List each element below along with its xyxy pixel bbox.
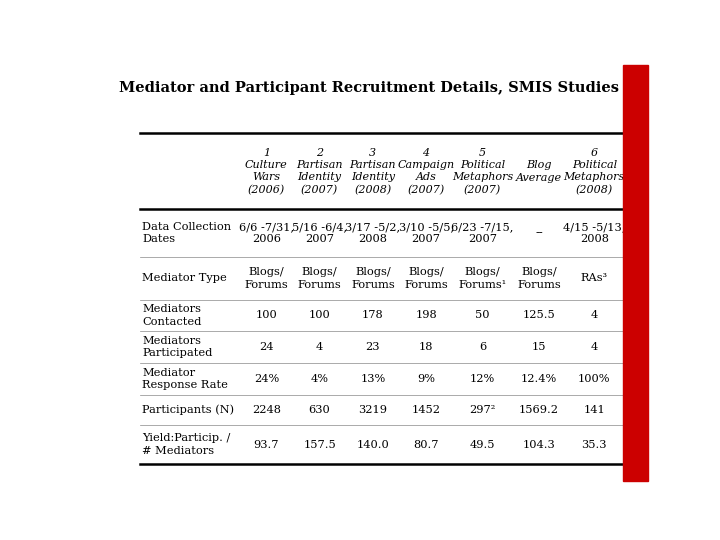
Text: 141: 141 (583, 405, 605, 415)
Text: 2248: 2248 (252, 405, 281, 415)
Text: 24%: 24% (253, 374, 279, 384)
Text: 4: 4 (590, 310, 598, 320)
Text: 100%: 100% (578, 374, 611, 384)
Text: 4: 4 (590, 342, 598, 352)
Text: Participants (N): Participants (N) (143, 405, 235, 415)
Text: 4: 4 (316, 342, 323, 352)
Text: Blogs/
Forums¹: Blogs/ Forums¹ (459, 267, 507, 289)
Text: 49.5: 49.5 (470, 440, 495, 449)
Text: 12.4%: 12.4% (521, 374, 557, 384)
Text: 157.5: 157.5 (303, 440, 336, 449)
Text: 2
Partisan
Identity
(2007): 2 Partisan Identity (2007) (297, 147, 343, 195)
Text: 1569.2: 1569.2 (519, 405, 559, 415)
Bar (623, 65, 648, 481)
Text: 13%: 13% (360, 374, 385, 384)
Text: 23: 23 (366, 342, 380, 352)
Text: Blogs/
Forums: Blogs/ Forums (517, 267, 561, 289)
Text: 1452: 1452 (412, 405, 441, 415)
Text: Mediators
Contacted: Mediators Contacted (143, 304, 202, 327)
Text: 3/10 -5/5,
2007: 3/10 -5/5, 2007 (399, 222, 454, 245)
Text: 50: 50 (475, 310, 490, 320)
Text: 100: 100 (256, 310, 277, 320)
Text: 9%: 9% (417, 374, 435, 384)
Text: Mediator
Response Rate: Mediator Response Rate (143, 368, 228, 390)
Text: 3219: 3219 (359, 405, 387, 415)
Text: Blog
Average: Blog Average (516, 160, 562, 183)
Text: Blogs/
Forums: Blogs/ Forums (298, 267, 341, 289)
Text: 178: 178 (362, 310, 384, 320)
Text: 18: 18 (419, 342, 433, 352)
Text: 12%: 12% (470, 374, 495, 384)
Text: 3
Partisan
Identity
(2008): 3 Partisan Identity (2008) (350, 147, 396, 195)
Text: 6/6 -7/31,
2006: 6/6 -7/31, 2006 (239, 222, 294, 245)
Text: 630: 630 (309, 405, 330, 415)
Text: 4/15 -5/13,
2008: 4/15 -5/13, 2008 (563, 222, 626, 245)
Text: 15: 15 (532, 342, 546, 352)
Text: 4%: 4% (310, 374, 328, 384)
Text: Mediator Type: Mediator Type (143, 273, 228, 284)
Text: Blogs/
Forums: Blogs/ Forums (245, 267, 288, 289)
Text: Mediators
Participated: Mediators Participated (143, 336, 213, 359)
Text: 198: 198 (415, 310, 437, 320)
Text: 24: 24 (259, 342, 274, 352)
Text: 100: 100 (309, 310, 330, 320)
Text: 104.3: 104.3 (523, 440, 555, 449)
Text: 5/16 -6/4,
2007: 5/16 -6/4, 2007 (292, 222, 347, 245)
Text: 6: 6 (479, 342, 486, 352)
Text: 35.3: 35.3 (582, 440, 607, 449)
Text: 80.7: 80.7 (413, 440, 439, 449)
Text: 93.7: 93.7 (253, 440, 279, 449)
Text: 6
Political
Metaphors
(2008): 6 Political Metaphors (2008) (564, 147, 625, 195)
Text: 5
Political
Metaphors
(2007): 5 Political Metaphors (2007) (452, 147, 513, 195)
Text: RAs³: RAs³ (581, 273, 608, 284)
Text: 3/17 -5/2,
2008: 3/17 -5/2, 2008 (346, 222, 400, 245)
Text: Data Collection
Dates: Data Collection Dates (143, 222, 232, 245)
Text: Blogs/
Forums: Blogs/ Forums (351, 267, 395, 289)
Text: 6/23 -7/15,
2007: 6/23 -7/15, 2007 (451, 222, 514, 245)
Text: Blogs/
Forums: Blogs/ Forums (404, 267, 448, 289)
Text: --: -- (535, 228, 543, 238)
Text: Yield:Particip. /
# Mediators: Yield:Particip. / # Mediators (143, 433, 231, 456)
Text: 4
Campaign
Ads
(2007): 4 Campaign Ads (2007) (397, 147, 454, 195)
Text: 125.5: 125.5 (523, 310, 555, 320)
Text: 297²: 297² (469, 405, 496, 415)
Text: Mediator and Participant Recruitment Details, SMIS Studies: Mediator and Participant Recruitment Det… (119, 80, 619, 94)
Text: 1
Culture
Wars
(2006): 1 Culture Wars (2006) (245, 147, 288, 195)
Text: 140.0: 140.0 (356, 440, 390, 449)
